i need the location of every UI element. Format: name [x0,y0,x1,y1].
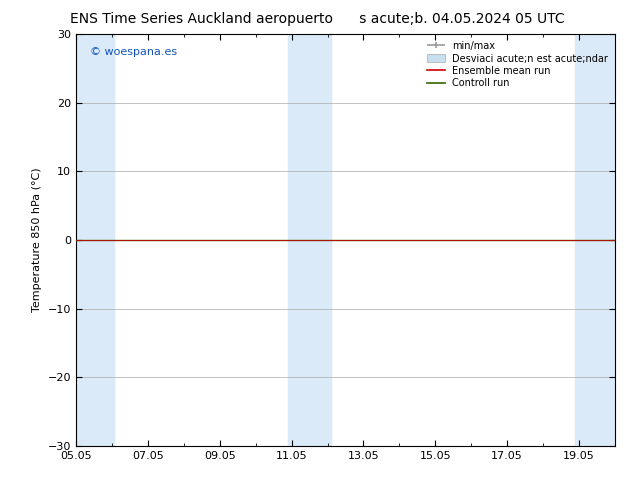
Y-axis label: Temperature 850 hPa (°C): Temperature 850 hPa (°C) [32,168,42,313]
Legend: min/max, Desviaci acute;n est acute;ndar, Ensemble mean run, Controll run: min/max, Desviaci acute;n est acute;ndar… [425,39,610,90]
Text: © woespana.es: © woespana.es [89,47,177,57]
Bar [576,34,619,446]
Bar [288,34,331,446]
Bar [72,34,114,446]
Text: ENS Time Series Auckland aeropuerto      s acute;b. 04.05.2024 05 UTC: ENS Time Series Auckland aeropuerto s ac… [70,12,564,26]
